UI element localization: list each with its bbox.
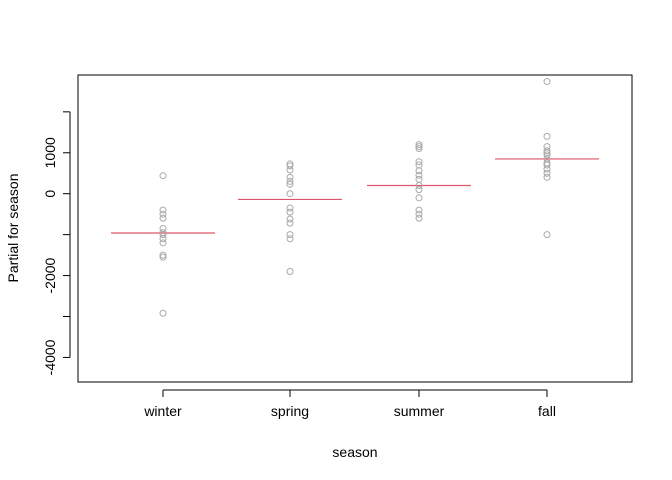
partial-residual-points bbox=[159, 78, 551, 317]
point-fall bbox=[543, 169, 551, 177]
y-tick-label: 1000 bbox=[42, 137, 58, 168]
y-tick-label: -4000 bbox=[42, 339, 58, 375]
point-summer bbox=[415, 158, 423, 166]
x-axis: winter spring summer fall bbox=[143, 389, 556, 419]
point-summer bbox=[415, 167, 423, 175]
point-summer bbox=[415, 194, 423, 202]
plot-frame bbox=[77, 74, 633, 383]
x-tick-label-summer: summer bbox=[394, 403, 445, 419]
point-spring bbox=[286, 231, 294, 239]
point-fall bbox=[543, 147, 551, 155]
point-fall bbox=[543, 161, 551, 169]
point-summer bbox=[415, 171, 423, 179]
fitted-lines bbox=[111, 158, 599, 234]
point-fall bbox=[543, 78, 551, 86]
point-winter bbox=[159, 231, 167, 239]
point-spring bbox=[286, 235, 294, 243]
x-axis-title: season bbox=[332, 444, 377, 460]
point-fall bbox=[543, 231, 551, 239]
y-axis: -4000 -2000 0 1000 bbox=[42, 111, 71, 375]
point-spring bbox=[286, 177, 294, 185]
point-summer bbox=[415, 206, 423, 214]
point-fall bbox=[543, 132, 551, 140]
point-winter bbox=[159, 214, 167, 222]
point-spring bbox=[286, 180, 294, 188]
point-summer bbox=[415, 186, 423, 194]
point-summer bbox=[415, 210, 423, 218]
x-tick-label-winter: winter bbox=[143, 403, 182, 419]
point-winter bbox=[159, 239, 167, 247]
point-summer bbox=[415, 145, 423, 153]
x-tick-label-spring: spring bbox=[271, 403, 309, 419]
point-summer bbox=[415, 214, 423, 222]
y-tick-label: 0 bbox=[42, 190, 58, 198]
point-fall bbox=[543, 173, 551, 181]
point-winter bbox=[159, 251, 167, 259]
point-winter bbox=[159, 172, 167, 180]
point-summer bbox=[415, 175, 423, 183]
point-spring bbox=[286, 208, 294, 216]
point-spring bbox=[286, 204, 294, 212]
y-axis-title: Partial for season bbox=[5, 174, 21, 283]
point-winter bbox=[159, 210, 167, 218]
point-winter bbox=[159, 206, 167, 214]
point-spring bbox=[286, 162, 294, 170]
y-tick-label: -2000 bbox=[42, 257, 58, 293]
point-winter bbox=[159, 253, 167, 261]
point-spring bbox=[286, 166, 294, 174]
point-winter bbox=[159, 235, 167, 243]
point-summer bbox=[415, 143, 423, 151]
point-spring bbox=[286, 215, 294, 223]
point-spring bbox=[286, 267, 294, 275]
point-fall bbox=[543, 151, 551, 159]
point-spring bbox=[286, 219, 294, 227]
x-tick-label-fall: fall bbox=[538, 403, 556, 419]
point-fall bbox=[543, 165, 551, 173]
point-spring bbox=[286, 173, 294, 181]
point-summer bbox=[415, 141, 423, 149]
point-winter bbox=[159, 309, 167, 317]
point-summer bbox=[415, 182, 423, 190]
point-spring bbox=[286, 190, 294, 198]
